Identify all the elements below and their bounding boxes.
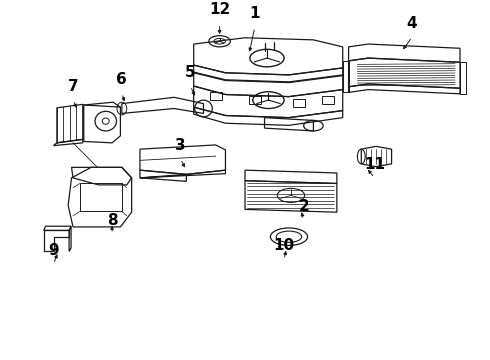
Text: 9: 9 <box>48 243 59 258</box>
Text: 6: 6 <box>117 72 127 87</box>
Text: 11: 11 <box>364 157 385 172</box>
Text: 2: 2 <box>298 199 309 213</box>
Text: 3: 3 <box>175 138 186 153</box>
Text: 1: 1 <box>249 6 260 21</box>
Text: 5: 5 <box>185 65 196 80</box>
Text: 4: 4 <box>407 16 417 31</box>
Text: 7: 7 <box>68 79 78 94</box>
Text: 8: 8 <box>107 213 118 228</box>
Text: 10: 10 <box>273 238 294 253</box>
Text: 12: 12 <box>209 3 230 17</box>
